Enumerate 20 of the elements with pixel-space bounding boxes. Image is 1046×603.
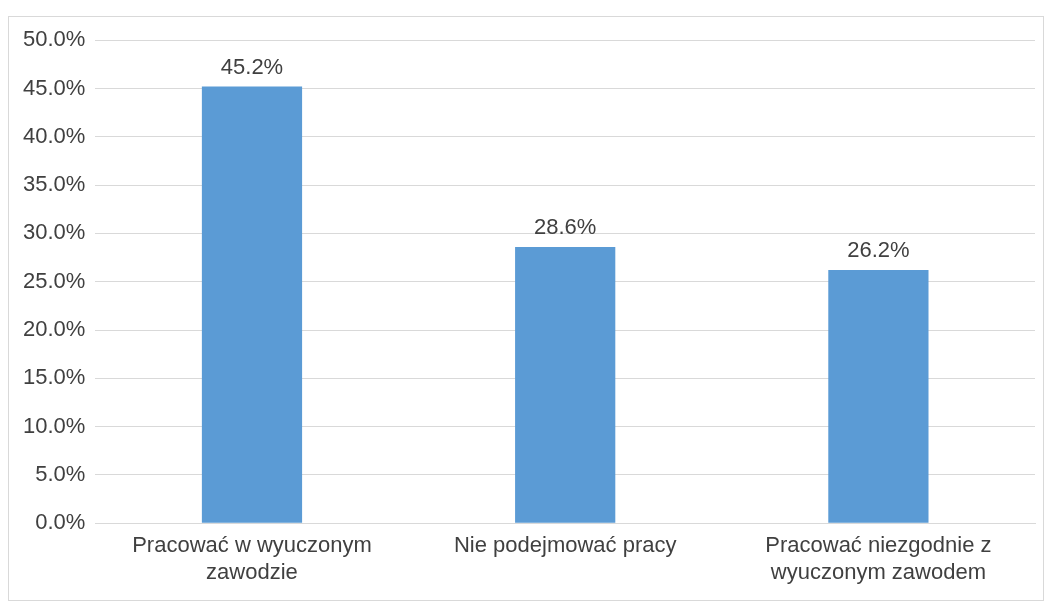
y-tick-label: 5.0% xyxy=(35,460,86,486)
x-tick-label: Pracować niezgodnie z wyuczonym zawodem xyxy=(765,532,992,584)
bar xyxy=(828,270,929,523)
y-tick-label: 45.0% xyxy=(22,74,86,100)
y-tick-label: 10.0% xyxy=(22,412,86,438)
y-tick-label: 25.0% xyxy=(22,267,86,293)
data-label: 28.6% xyxy=(533,213,597,239)
y-tick-label: 0.0% xyxy=(35,509,86,535)
bar xyxy=(201,86,303,523)
y-tick-label: 30.0% xyxy=(22,219,86,245)
bar xyxy=(515,246,616,523)
y-tick-label: 50.0% xyxy=(22,26,86,52)
x-tick-label: Pracować w wyuczonym zawodzie xyxy=(132,532,372,584)
y-tick-label: 40.0% xyxy=(22,122,86,148)
data-label: 45.2% xyxy=(220,53,284,79)
y-tick-label: 20.0% xyxy=(22,316,86,342)
data-label: 26.2% xyxy=(847,237,910,263)
y-tick-label: 35.0% xyxy=(22,171,86,197)
y-tick-label: 15.0% xyxy=(22,364,86,390)
x-tick-label: Nie podejmować pracy xyxy=(453,532,677,558)
